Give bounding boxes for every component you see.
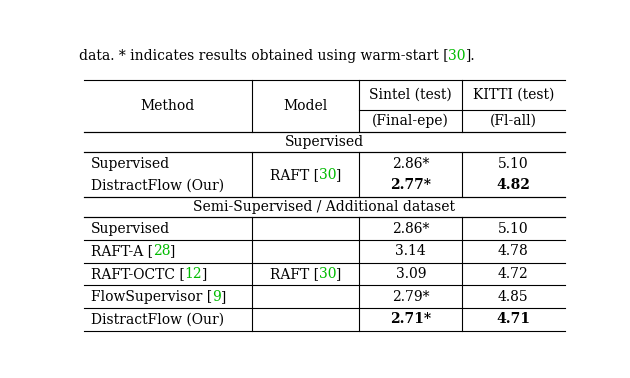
Bar [84,197,564,217]
Text: DistractFlow (Our): DistractFlow (Our) [91,312,224,326]
Text: (Fl-all): (Fl-all) [490,114,537,128]
Text: Semi-Supervised / Additional dataset: Semi-Supervised / Additional dataset [193,200,455,214]
Text: 9: 9 [212,290,221,304]
Text: RAFT [: RAFT [ [270,267,319,281]
Text: 30: 30 [449,48,466,62]
Text: 30: 30 [319,168,336,182]
Text: 2.77*: 2.77* [390,178,432,192]
Text: 2.86*: 2.86* [392,157,430,171]
Text: ]: ] [336,168,341,182]
Text: Sintel (test): Sintel (test) [369,88,452,102]
Text: RAFT-A [: RAFT-A [ [91,245,153,259]
Text: (Final-epe): (Final-epe) [372,114,449,128]
Text: Supervised: Supervised [91,157,170,171]
Text: ].: ]. [466,48,476,62]
Text: 3.09: 3.09 [396,267,426,281]
Text: 30: 30 [319,267,336,281]
Text: Model: Model [284,99,328,113]
Text: KITTI (test): KITTI (test) [472,88,554,102]
Text: 2.71*: 2.71* [390,312,432,326]
Text: 4.82: 4.82 [496,178,530,192]
Text: Supervised: Supervised [91,222,170,236]
Text: 5.10: 5.10 [498,157,529,171]
Text: 2.86*: 2.86* [392,222,430,236]
Text: DistractFlow (Our): DistractFlow (Our) [91,178,224,192]
Text: RAFT-OCTC [: RAFT-OCTC [ [91,267,185,281]
Text: Supervised: Supervised [285,135,364,149]
Text: ]: ] [202,267,208,281]
Text: 4.78: 4.78 [498,245,529,259]
Text: 12: 12 [185,267,202,281]
Text: RAFT [: RAFT [ [270,168,319,182]
Bar [84,132,564,152]
Text: 5.10: 5.10 [498,222,529,236]
Text: FlowSupervisor [: FlowSupervisor [ [91,290,212,304]
Text: 4.85: 4.85 [498,290,529,304]
Text: data. * indicates results obtained using warm-start [: data. * indicates results obtained using… [79,48,449,62]
Text: 4.71: 4.71 [496,312,530,326]
Text: 2.79*: 2.79* [392,290,430,304]
Text: 3.14: 3.14 [396,245,426,259]
Text: ]: ] [336,267,341,281]
Text: ]: ] [221,290,226,304]
Text: ]: ] [171,245,176,259]
Text: Method: Method [140,99,195,113]
Text: 28: 28 [153,245,171,259]
Text: 4.72: 4.72 [498,267,529,281]
